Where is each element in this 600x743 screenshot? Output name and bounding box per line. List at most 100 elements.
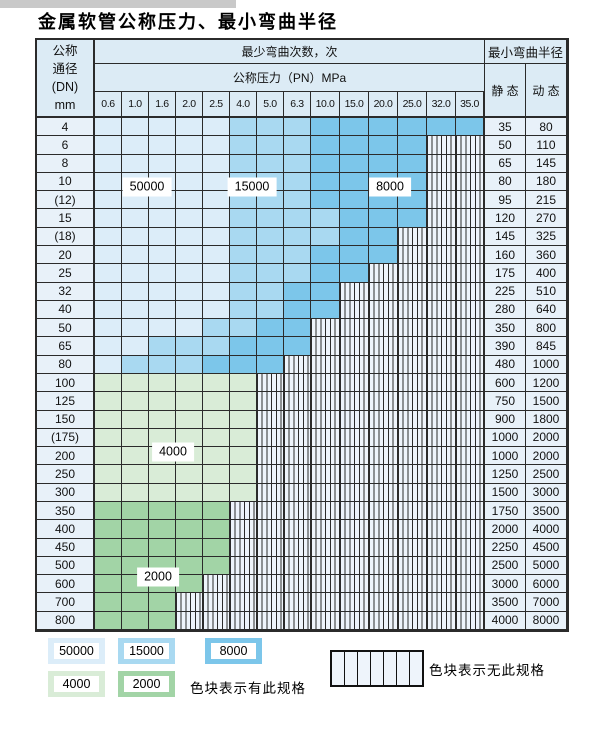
pressure-col-label: 1.6 xyxy=(149,92,176,118)
dn-cell: 450 xyxy=(37,538,95,557)
pressure-cell xyxy=(122,282,149,301)
pressure-cell xyxy=(230,447,257,466)
pressure-cell xyxy=(122,447,149,466)
pressure-cell xyxy=(340,227,369,246)
pressure-cell xyxy=(230,392,257,411)
pressure-cell xyxy=(311,191,340,210)
pressure-cell xyxy=(311,136,340,155)
pressure-cell xyxy=(427,136,456,155)
pressure-cell xyxy=(257,410,284,429)
pressure-cell xyxy=(340,209,369,228)
dn-cell: 150 xyxy=(37,410,95,429)
pressure-cell xyxy=(203,410,230,429)
pressure-cell xyxy=(311,337,340,356)
pressure-cell xyxy=(122,118,149,137)
pressure-cell xyxy=(398,154,427,173)
pressure-cell xyxy=(284,246,311,265)
spec-table: 公称 通径 (DN) mm 最少弯曲次数，次 最小弯曲半径 公称压力（PN）MPa 静 态动 … xyxy=(35,38,569,632)
pressure-cell xyxy=(95,502,122,521)
pressure-cell xyxy=(340,300,369,320)
pressure-cell xyxy=(398,593,427,612)
pressure-cell xyxy=(284,136,311,155)
pressure-cell xyxy=(427,428,456,448)
pressure-cell xyxy=(284,319,311,338)
pressure-cell xyxy=(230,538,257,557)
pressure-cell xyxy=(257,227,284,246)
pressure-cell xyxy=(203,575,230,594)
static-value-cell: 120 xyxy=(485,209,526,228)
pressure-cell xyxy=(122,465,149,484)
pressure-cell xyxy=(369,611,398,630)
pressure-cell xyxy=(456,611,485,630)
pressure-cell xyxy=(427,556,456,576)
pressure-cell xyxy=(203,374,230,393)
pressure-cell xyxy=(456,319,485,338)
pressure-cell xyxy=(427,447,456,466)
pressure-cell xyxy=(122,483,149,502)
pressure-cell xyxy=(149,520,176,539)
pressure-cell xyxy=(427,392,456,411)
pressure-cell xyxy=(176,520,203,539)
dn-column-header: 公称 通径 (DN) mm xyxy=(37,40,95,118)
pressure-cell xyxy=(95,392,122,411)
pressure-cell xyxy=(398,337,427,356)
dn-cell: 8 xyxy=(37,154,95,173)
pressure-cell xyxy=(340,502,369,521)
pressure-cell xyxy=(122,374,149,393)
static-value-cell: 225 xyxy=(485,282,526,301)
pressure-cell xyxy=(203,520,230,539)
pressure-cell xyxy=(257,374,284,393)
pressure-cell xyxy=(398,410,427,429)
pressure-cell xyxy=(398,355,427,374)
pressure-cell xyxy=(311,575,340,594)
pressure-cell xyxy=(203,392,230,411)
pressure-cell xyxy=(95,337,122,356)
pressure-cell xyxy=(427,593,456,612)
pressure-cell xyxy=(427,355,456,374)
pressure-col-label: 2.5 xyxy=(203,92,230,118)
pressure-cell xyxy=(369,264,398,283)
band-value-tag: 4000 xyxy=(152,442,194,462)
pressure-cell xyxy=(369,136,398,155)
dynamic-value-cell: 6000 xyxy=(526,575,567,594)
pressure-cell xyxy=(311,154,340,173)
pressure-cell xyxy=(257,264,284,283)
pressure-col-label: 2.0 xyxy=(176,92,203,118)
pressure-cell xyxy=(203,246,230,265)
pressure-cell xyxy=(427,337,456,356)
pressure-cell xyxy=(398,538,427,557)
pressure-cell xyxy=(176,611,203,630)
pressure-cell xyxy=(369,538,398,557)
pressure-cell xyxy=(340,264,369,283)
pressure-cell xyxy=(203,282,230,301)
pressure-cell xyxy=(456,374,485,393)
pressure-cell xyxy=(95,447,122,466)
pressure-cell xyxy=(427,374,456,393)
pressure-cell xyxy=(427,227,456,246)
pressure-cell xyxy=(257,611,284,630)
legend-swatch-label: 4000 xyxy=(54,676,99,692)
pressure-cell xyxy=(427,246,456,265)
pressure-cell xyxy=(203,118,230,137)
static-value-cell: 1750 xyxy=(485,502,526,521)
static-value-cell: 1000 xyxy=(485,428,526,448)
pressure-cell xyxy=(176,392,203,411)
pressure-cell xyxy=(149,300,176,320)
pressure-cell xyxy=(149,355,176,374)
pressure-cell xyxy=(95,520,122,539)
pressure-cell xyxy=(257,502,284,521)
pressure-cell xyxy=(369,520,398,539)
pressure-cell xyxy=(230,575,257,594)
pressure-cell xyxy=(456,520,485,539)
pressure-cell xyxy=(257,209,284,228)
pressure-col-label: 5.0 xyxy=(257,92,284,118)
pressure-cell xyxy=(427,319,456,338)
static-value-cell: 160 xyxy=(485,246,526,265)
dn-header-line: (DN) xyxy=(51,80,79,94)
dynamic-value-cell: 270 xyxy=(526,209,567,228)
pressure-header: 公称压力（PN）MPa xyxy=(95,64,485,92)
pressure-cell xyxy=(369,319,398,338)
pressure-cell xyxy=(230,337,257,356)
pressure-cell xyxy=(340,611,369,630)
pressure-cell xyxy=(203,355,230,374)
